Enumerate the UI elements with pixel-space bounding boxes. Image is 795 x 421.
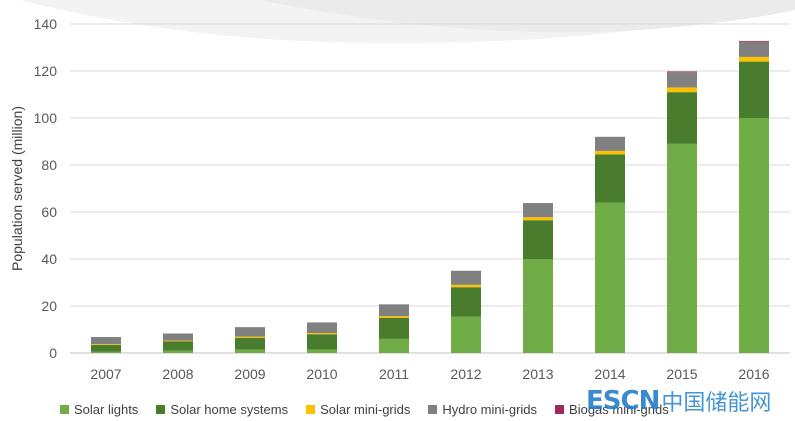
legend-swatch (428, 404, 438, 414)
x-tick-label: 2007 (90, 366, 121, 382)
bar-segment (739, 40, 769, 42)
bar-segment (667, 72, 697, 88)
legend-swatch (306, 404, 316, 414)
watermark-text: 中国储能网 (661, 391, 772, 416)
bar-segment (667, 92, 697, 144)
chart-legend: Solar lights Solar home systems Solar mini… (60, 399, 795, 419)
bar-segment (379, 316, 409, 318)
bar-segment (379, 317, 409, 339)
bar-segment (739, 41, 769, 57)
bar-segment (307, 322, 337, 334)
legend-label: Solar home systems (170, 401, 289, 417)
x-tick-label: 2014 (594, 366, 625, 382)
y-tick-label: 0 (49, 345, 57, 361)
bar-segment (91, 351, 121, 353)
x-tick-label: 2015 (666, 366, 697, 382)
bar-segment (739, 118, 769, 353)
bar-segment (523, 203, 553, 218)
legend-swatch (60, 404, 69, 414)
bar-segment (307, 333, 337, 335)
x-tick-label: 2011 (379, 366, 409, 382)
legend-item: Hydro mini-grids (428, 402, 537, 417)
legend-label: Hydro mini-grids (442, 401, 538, 417)
bar-segment (163, 333, 193, 341)
bar-segment (667, 87, 697, 93)
bar-segment (595, 154, 625, 203)
bar-segment (451, 316, 481, 353)
legend-item: Solar home systems (156, 402, 288, 417)
bar-segment (739, 56, 769, 62)
y-tick-label: 140 (34, 16, 58, 32)
y-tick-label: 80 (41, 157, 57, 173)
bar-segment (523, 220, 553, 259)
x-tick-label: 2016 (738, 366, 769, 382)
bar-segment (451, 284, 481, 288)
bar-segment (595, 150, 625, 155)
bar-segment (595, 136, 625, 151)
bar-segment (379, 338, 409, 353)
bar-segment (163, 341, 193, 351)
bar-segment (523, 259, 553, 353)
legend-label: Solar lights (74, 401, 139, 417)
bar-segment (235, 349, 265, 353)
y-tick-label: 100 (34, 110, 58, 126)
legend-swatch (555, 404, 565, 414)
x-tick-label: 2008 (162, 366, 193, 382)
watermark-logo: ESCN (586, 386, 660, 416)
bar-segment (307, 334, 337, 350)
bar-segment (163, 340, 193, 342)
bar-segment (523, 217, 553, 221)
legend-item: Solar mini-grids (306, 402, 410, 417)
legend-item: Solar lights (60, 402, 138, 417)
y-tick-label: 60 (41, 204, 57, 220)
bar-segment (235, 327, 265, 337)
bar-segment (379, 304, 409, 317)
bar-segment (451, 270, 481, 285)
bar-segment (91, 344, 121, 345)
legend-label: Biogas mini-grids (569, 401, 669, 417)
bar-segment (235, 336, 265, 338)
x-tick-label: 2013 (522, 366, 553, 382)
bar-segment (91, 337, 121, 345)
legend-label: Solar mini-grids (320, 401, 411, 417)
watermark: ESCN 中国储能网 (586, 384, 791, 418)
y-axis-title: Population served (million) (9, 106, 25, 271)
bar-segment (451, 287, 481, 317)
x-tick-label: 2010 (306, 366, 337, 382)
x-tick-label: 2012 (450, 366, 481, 382)
x-tick-label: 2009 (234, 366, 265, 382)
bar-segment (163, 350, 193, 353)
legend-swatch (156, 404, 166, 414)
legend-item: Biogas mini-grids (555, 402, 669, 417)
bar-segment (667, 143, 697, 353)
bar-segment (235, 337, 265, 350)
bar-chart: 0 20 40 60 80 100 120 140 Population served (mil… (9, 16, 790, 382)
bar-segment (307, 349, 337, 353)
bar-segment (667, 71, 697, 73)
y-tick-label: 40 (41, 251, 57, 267)
bar-segment (739, 61, 769, 118)
y-tick-label: 20 (41, 298, 57, 314)
bar-segment (595, 202, 625, 353)
y-tick-label: 120 (34, 63, 58, 79)
bar-segment (91, 344, 121, 352)
